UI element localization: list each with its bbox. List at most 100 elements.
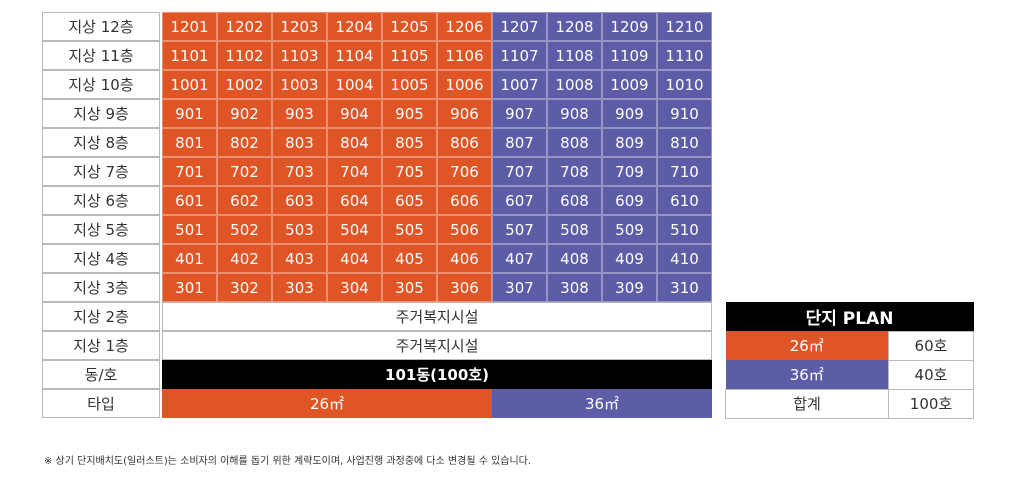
unit-cell: 410: [657, 244, 712, 273]
plan-type-cell: 26㎡: [725, 331, 889, 360]
unit-cell: 603: [272, 186, 327, 215]
unit-cell: 406: [437, 244, 492, 273]
building-row: 동/호 101동(100호): [42, 360, 712, 389]
floor-row-2: 지상 2층 주거복지시설: [42, 302, 712, 331]
plan-row-total: 합계 100호: [725, 388, 974, 419]
unit-cell: 606: [437, 186, 492, 215]
type-label: 타입: [42, 389, 160, 418]
type-26-cell: 26㎡: [162, 389, 492, 418]
unit-cell: 809: [602, 128, 657, 157]
unit-cell: 710: [657, 157, 712, 186]
unit-layout-table: 지상 12층 1201 1202 1203 1204 1205 1206 1207 1208 12…: [42, 12, 712, 418]
unit-cell: 707: [492, 157, 547, 186]
unit-cell: 505: [382, 215, 437, 244]
unit-cell: 502: [217, 215, 272, 244]
unit-cell: 1001: [162, 70, 217, 99]
unit-cell: 510: [657, 215, 712, 244]
floor-label: 지상 5층: [42, 215, 160, 244]
unit-cell: 1201: [162, 12, 217, 41]
unit-cell: 905: [382, 99, 437, 128]
plan-row-36: 36㎡ 40호: [725, 359, 974, 390]
unit-cell: 1003: [272, 70, 327, 99]
plan-row-26: 26㎡ 60호: [725, 330, 974, 361]
unit-cell: 604: [327, 186, 382, 215]
building-name-cell: 101동(100호): [162, 360, 712, 389]
floor-row: 지상 12층 1201 1202 1203 1204 1205 1206 1207 1208 12…: [42, 12, 712, 41]
unit-cell: 302: [217, 273, 272, 302]
unit-cell: 909: [602, 99, 657, 128]
welfare-facility-cell: 주거복지시설: [162, 331, 712, 360]
floor-rows: 지상 12층 1201 1202 1203 1204 1205 1206 1207 1208 12…: [42, 12, 712, 302]
unit-cell: 903: [272, 99, 327, 128]
type-36-cell: 36㎡: [492, 389, 712, 418]
plan-title: 단지 PLAN: [725, 302, 974, 331]
floor-label: 지상 2층: [42, 302, 160, 331]
unit-cell: 303: [272, 273, 327, 302]
unit-cell: 1203: [272, 12, 327, 41]
unit-cell: 1210: [657, 12, 712, 41]
unit-cell: 1101: [162, 41, 217, 70]
unit-cell: 902: [217, 99, 272, 128]
unit-cell: 1106: [437, 41, 492, 70]
floor-label: 지상 11층: [42, 41, 160, 70]
unit-cell: 304: [327, 273, 382, 302]
unit-cell: 1005: [382, 70, 437, 99]
unit-cell: 608: [547, 186, 602, 215]
unit-cell: 408: [547, 244, 602, 273]
unit-cell: 401: [162, 244, 217, 273]
unit-cell: 1006: [437, 70, 492, 99]
unit-cell: 1110: [657, 41, 712, 70]
unit-cell: 509: [602, 215, 657, 244]
unit-cell: 907: [492, 99, 547, 128]
unit-cell: 810: [657, 128, 712, 157]
floor-label: 지상 1층: [42, 331, 160, 360]
footnote: ※ 상기 단지배치도(일러스트)는 소비자의 이해를 돕기 위한 계략도이며, …: [44, 456, 532, 467]
plan-count-cell: 60호: [888, 330, 974, 361]
unit-cell: 308: [547, 273, 602, 302]
unit-cell: 802: [217, 128, 272, 157]
unit-cell: 301: [162, 273, 217, 302]
unit-cell: 306: [437, 273, 492, 302]
unit-cell: 1209: [602, 12, 657, 41]
unit-cell: 407: [492, 244, 547, 273]
unit-cell: 1208: [547, 12, 602, 41]
unit-cell: 605: [382, 186, 437, 215]
floor-row: 지상 6층 601 602 603 604 605 606 607 608 609 610: [42, 186, 712, 215]
unit-cell: 402: [217, 244, 272, 273]
plan-total-count: 100호: [888, 388, 974, 419]
unit-cell: 1204: [327, 12, 382, 41]
floor-label: 지상 6층: [42, 186, 160, 215]
unit-cell: 309: [602, 273, 657, 302]
unit-cell: 504: [327, 215, 382, 244]
unit-cell: 1105: [382, 41, 437, 70]
floor-row: 지상 3층 301 302 303 304 305 306 307 308 309 310: [42, 273, 712, 302]
floor-label: 지상 4층: [42, 244, 160, 273]
unit-cell: 709: [602, 157, 657, 186]
unit-cell: 501: [162, 215, 217, 244]
unit-cell: 1004: [327, 70, 382, 99]
unit-cell: 601: [162, 186, 217, 215]
floor-row-1: 지상 1층 주거복지시설: [42, 331, 712, 360]
unit-cell: 609: [602, 186, 657, 215]
unit-cell: 1104: [327, 41, 382, 70]
unit-cell: 1008: [547, 70, 602, 99]
unit-cell: 807: [492, 128, 547, 157]
unit-cell: 1009: [602, 70, 657, 99]
unit-cell: 708: [547, 157, 602, 186]
unit-cell: 405: [382, 244, 437, 273]
unit-cell: 908: [547, 99, 602, 128]
floor-row: 지상 11층 1101 1102 1103 1104 1105 1106 1107 1108 11…: [42, 41, 712, 70]
floor-label: 지상 3층: [42, 273, 160, 302]
unit-cell: 1002: [217, 70, 272, 99]
unit-cell: 607: [492, 186, 547, 215]
plan-total-label: 합계: [725, 388, 889, 419]
unit-cell: 1102: [217, 41, 272, 70]
floor-label: 지상 12층: [42, 12, 160, 41]
unit-cell: 906: [437, 99, 492, 128]
unit-cell: 701: [162, 157, 217, 186]
type-row: 타입 26㎡ 36㎡: [42, 389, 712, 418]
floor-label: 지상 8층: [42, 128, 160, 157]
unit-cell: 1109: [602, 41, 657, 70]
floor-row: 지상 4층 401 402 403 404 405 406 407 408 409 410: [42, 244, 712, 273]
unit-cell: 808: [547, 128, 602, 157]
